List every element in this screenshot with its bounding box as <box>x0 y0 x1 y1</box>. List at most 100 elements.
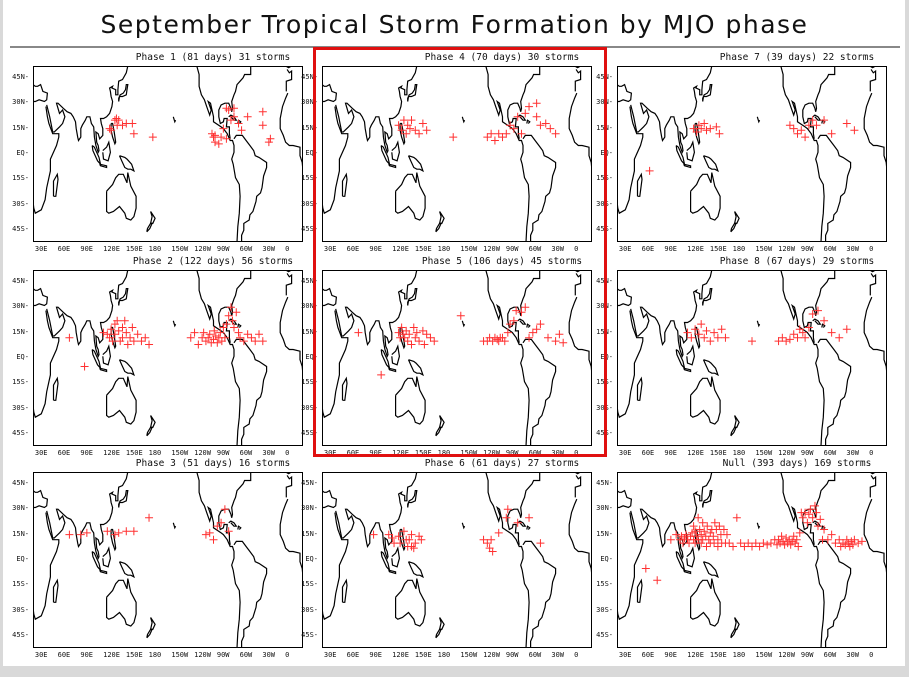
coastline <box>33 287 49 307</box>
coastline <box>388 163 397 169</box>
coastline <box>341 376 348 401</box>
storm-marker <box>827 328 836 337</box>
x-tick-label: 90E <box>80 651 94 659</box>
coastline <box>526 323 531 328</box>
storm-marker <box>532 99 541 108</box>
coastline <box>683 569 692 575</box>
coastline <box>172 320 177 328</box>
storm-marker <box>793 333 802 342</box>
coastline <box>683 163 692 169</box>
coastline <box>391 546 401 568</box>
x-tick-label: 60W <box>823 245 837 253</box>
coastline <box>438 617 445 630</box>
y-tick-label: 30S- <box>301 605 318 614</box>
x-tick-label: 30W <box>846 245 860 253</box>
storm-marker <box>222 320 231 329</box>
coastline <box>33 310 60 419</box>
storm-marker <box>114 116 123 125</box>
storm-marker <box>689 522 698 531</box>
x-tick-label: 60W <box>823 651 837 659</box>
storm-marker <box>483 133 492 142</box>
coastline <box>33 512 60 621</box>
x-tick-label: 150W <box>755 651 773 659</box>
storm-marker <box>694 513 703 522</box>
storm-marker <box>112 114 121 123</box>
storm-marker <box>536 320 545 329</box>
storm-marker <box>766 539 775 548</box>
storm-marker <box>798 328 807 337</box>
coastline <box>105 578 137 627</box>
x-tick-label: 0 <box>869 449 874 457</box>
storm-marker <box>702 126 711 135</box>
y-tick-label: 30N- <box>12 504 29 513</box>
storm-marker <box>551 337 560 346</box>
storm-marker <box>251 337 260 346</box>
map-panel-phase-5 <box>322 270 592 446</box>
storm-marker <box>842 535 851 544</box>
storm-marker <box>751 539 760 548</box>
storm-marker <box>118 333 127 342</box>
y-tick-label: 15S- <box>12 378 29 387</box>
x-tick-label: 30W <box>551 651 565 659</box>
x-tick-label: 90E <box>369 245 383 253</box>
y-tick-label: 15N- <box>12 123 29 132</box>
y-tick-label: 15S- <box>12 174 29 183</box>
x-tick-label: 30E <box>34 449 48 457</box>
x-tick-label: 150E <box>125 449 143 457</box>
storm-marker <box>65 530 74 539</box>
storm-marker <box>793 129 802 138</box>
storm-marker <box>513 518 522 527</box>
x-tick-label: 150E <box>125 245 143 253</box>
coastline <box>110 122 117 146</box>
coastline <box>507 66 541 139</box>
x-tick-label: 60W <box>239 245 253 253</box>
coastline <box>574 475 582 498</box>
coastline <box>733 415 740 428</box>
storm-marker <box>247 333 256 342</box>
storm-marker <box>213 338 222 347</box>
storm-marker <box>525 333 534 342</box>
coastline <box>279 296 303 375</box>
storm-marker <box>532 112 541 121</box>
storm-marker <box>687 333 696 342</box>
coastline <box>285 475 293 498</box>
coastline <box>461 116 466 124</box>
y-tick-label: 15S- <box>301 580 318 589</box>
map-panel-phase-2 <box>33 270 303 446</box>
coastline <box>172 116 177 124</box>
storm-marker <box>422 126 431 135</box>
coastline <box>617 489 633 509</box>
storm-marker <box>229 104 238 113</box>
x-tick-label: 90W <box>505 449 519 457</box>
coastline <box>149 211 156 224</box>
coastline <box>407 84 418 102</box>
storm-marker <box>525 102 534 111</box>
storm-marker <box>509 316 518 325</box>
coastline <box>730 222 738 233</box>
storm-marker <box>137 337 146 346</box>
coastline <box>118 288 129 306</box>
storm-marker <box>806 505 815 514</box>
storm-marker <box>748 337 756 346</box>
storm-marker <box>397 323 406 332</box>
x-tick-label: 120W <box>778 651 795 659</box>
storm-marker <box>222 134 231 143</box>
storm-marker <box>407 116 416 125</box>
x-tick-label: 90W <box>800 245 814 253</box>
storm-marker <box>108 337 117 346</box>
y-tick-label: EQ- <box>600 555 613 563</box>
coastline <box>46 270 129 358</box>
storm-marker <box>204 333 213 342</box>
storm-marker <box>848 540 857 549</box>
coastline <box>863 92 887 171</box>
x-tick-label: 0 <box>285 449 290 457</box>
x-tick-label: 180 <box>148 449 162 457</box>
storm-marker <box>697 320 706 329</box>
storm-marker <box>692 128 701 136</box>
storm-marker <box>816 515 825 524</box>
map-frame <box>617 66 887 242</box>
coastline <box>228 114 238 121</box>
storm-marker <box>239 337 248 346</box>
x-tick-label: 150W <box>171 651 189 659</box>
x-tick-label: 90W <box>216 245 230 253</box>
